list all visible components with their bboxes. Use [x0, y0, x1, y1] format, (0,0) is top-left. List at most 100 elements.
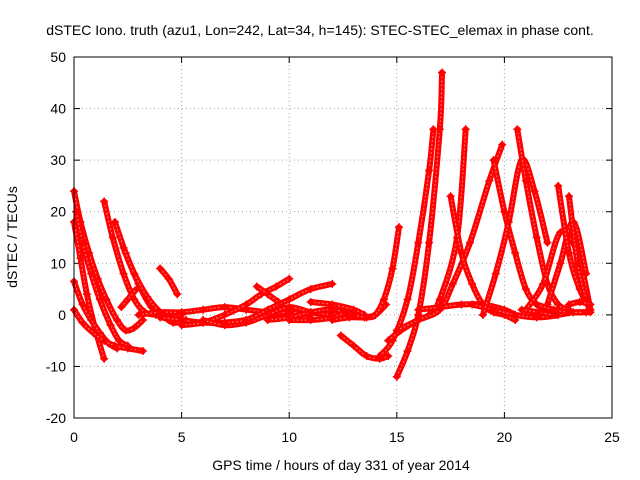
data-point	[582, 269, 591, 278]
series-track	[513, 125, 573, 314]
data-point	[100, 354, 109, 363]
data-point	[388, 264, 397, 273]
x-tick-label: 15	[389, 429, 405, 445]
series-track	[564, 297, 595, 309]
data-point	[130, 323, 139, 332]
data-point	[242, 316, 251, 325]
y-tick-label: 20	[50, 204, 66, 220]
plot-frame	[73, 56, 613, 419]
series-track	[532, 300, 591, 317]
data-point	[100, 336, 109, 345]
data-point	[468, 300, 477, 309]
data-point	[392, 372, 401, 381]
data-point	[517, 305, 526, 314]
grid-lines	[74, 57, 612, 418]
data-point	[511, 310, 520, 319]
data-point	[199, 316, 208, 325]
data-point	[435, 295, 444, 304]
x-tick-label: 0	[70, 429, 78, 445]
data-point	[306, 285, 315, 294]
series-track	[349, 223, 403, 322]
data-point	[414, 316, 423, 325]
data-point	[156, 264, 165, 273]
data-point	[173, 290, 182, 299]
data-point	[564, 300, 573, 309]
data-point	[106, 321, 115, 330]
data-point	[379, 295, 388, 304]
data-point	[242, 300, 251, 309]
data-point	[384, 336, 393, 345]
data-point	[489, 305, 498, 314]
data-point	[220, 303, 229, 312]
data-point	[328, 316, 337, 325]
data-point	[556, 259, 565, 268]
data-point	[138, 346, 147, 355]
data-point	[414, 305, 423, 314]
data-point	[138, 316, 147, 325]
data-point	[132, 285, 141, 294]
series-markers	[482, 158, 548, 316]
data-point	[115, 336, 124, 345]
data-point	[274, 297, 283, 306]
data-point	[336, 331, 345, 340]
y-tick-label: 30	[50, 152, 66, 168]
data-point	[177, 308, 186, 317]
data-point	[554, 181, 563, 190]
data-point	[504, 218, 513, 227]
data-point	[285, 303, 294, 312]
data-point	[394, 223, 403, 232]
data-point	[532, 300, 541, 309]
data-point	[95, 295, 104, 304]
data-point	[564, 248, 573, 257]
data-point	[177, 321, 186, 330]
data-point	[437, 68, 446, 77]
data-point	[285, 316, 294, 325]
data-point	[485, 176, 494, 185]
data-point	[429, 125, 438, 134]
y-tick-label: 0	[58, 307, 66, 323]
y-axis-label: dSTEC / TECUs	[4, 186, 20, 288]
data-point	[306, 316, 315, 325]
data-point	[457, 300, 466, 309]
data-point	[349, 310, 358, 319]
data-point	[130, 269, 139, 278]
data-point	[500, 207, 509, 216]
data-point	[123, 344, 132, 353]
data-point	[461, 125, 470, 134]
series-markers	[557, 185, 592, 311]
data-point	[263, 316, 272, 325]
data-point	[328, 279, 337, 288]
data-point	[263, 305, 272, 314]
data-point	[489, 156, 498, 165]
series-markers	[310, 301, 366, 316]
series-track	[336, 331, 393, 363]
data-point	[513, 125, 522, 134]
data-point	[72, 207, 81, 216]
data-point	[403, 346, 412, 355]
data-point	[199, 305, 208, 314]
data-point	[220, 310, 229, 319]
data-point	[384, 352, 393, 361]
data-point	[539, 279, 548, 288]
data-point	[108, 233, 117, 242]
data-point	[134, 310, 143, 319]
data-point	[263, 290, 272, 299]
data-point	[110, 218, 119, 227]
data-point	[87, 316, 96, 325]
series-markers	[288, 311, 346, 321]
data-point	[285, 295, 294, 304]
data-point	[164, 274, 173, 283]
data-point	[468, 279, 477, 288]
data-point	[446, 192, 455, 201]
series-markers	[521, 309, 592, 316]
data-point	[119, 269, 128, 278]
data-point	[457, 248, 466, 257]
data-point	[425, 238, 434, 247]
data-point	[575, 297, 584, 306]
data-point	[582, 308, 591, 317]
y-tick-label: -10	[46, 358, 66, 374]
data-point	[371, 310, 380, 319]
data-point	[78, 300, 87, 309]
data-point	[306, 297, 315, 306]
